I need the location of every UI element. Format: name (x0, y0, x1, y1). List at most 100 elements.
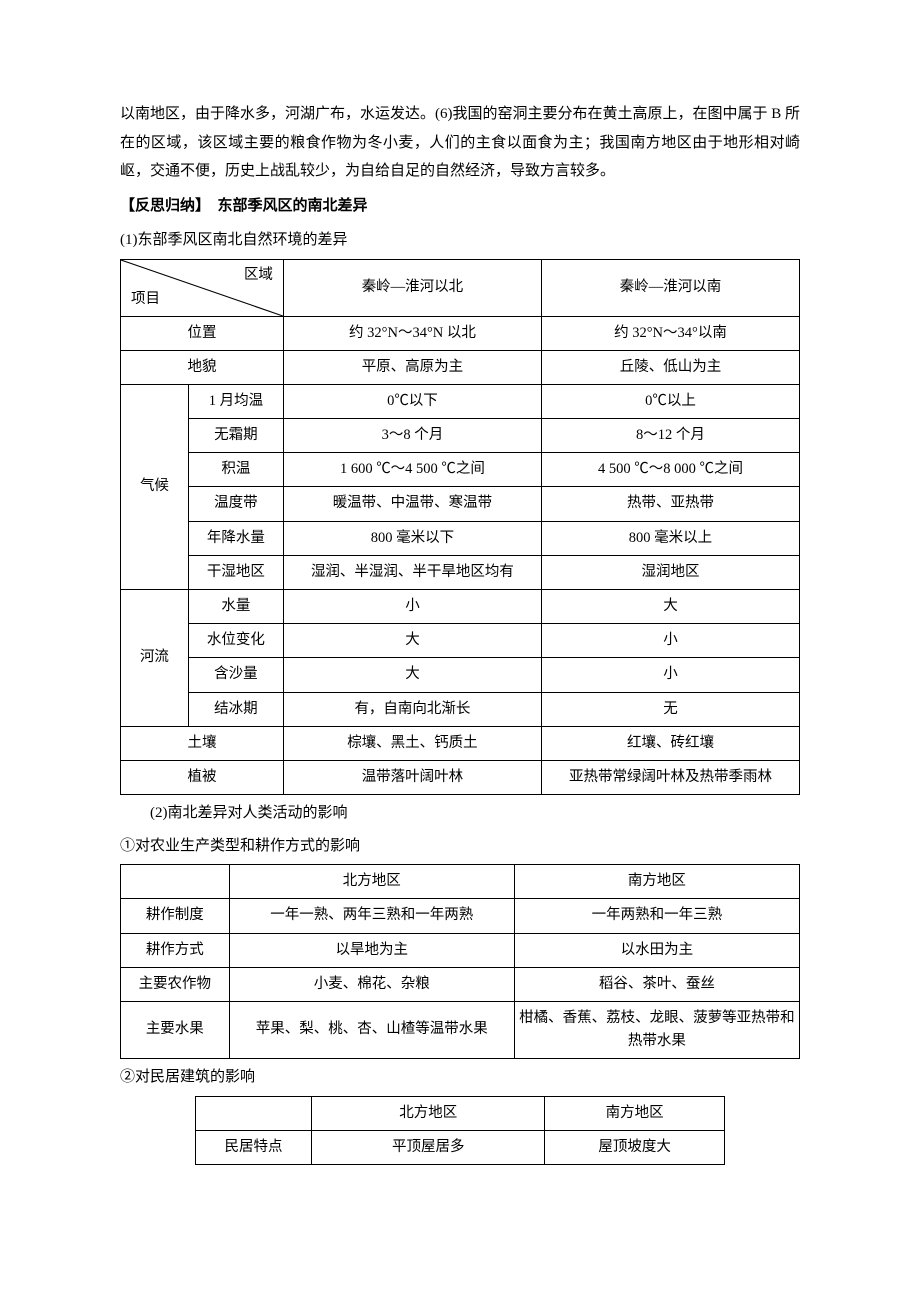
cell: 湿润地区 (541, 555, 799, 589)
cell: 热带、亚热带 (541, 487, 799, 521)
row-label: 植被 (121, 760, 284, 794)
cell: 屋顶坡度大 (545, 1130, 725, 1164)
cell: 温带落叶阔叶林 (283, 760, 541, 794)
table-row: 耕作制度 一年一熟、两年三熟和一年两熟 一年两熟和一年三熟 (121, 899, 800, 933)
cell: 有，自南向北渐长 (283, 692, 541, 726)
sub2: (2)南北差异对人类活动的影响 (120, 799, 800, 828)
col-header-north: 北方地区 (312, 1096, 545, 1130)
table-row: 水位变化 大 小 (121, 624, 800, 658)
table-row: 土壤 棕壤、黑土、钙质土 红壤、砖红壤 (121, 726, 800, 760)
diag-header-top: 区域 (244, 264, 273, 287)
row-label: 主要水果 (121, 1001, 230, 1058)
row-group-label-climate: 气候 (121, 384, 189, 589)
cell: 4 500 ℃～8 000 ℃之间 (541, 453, 799, 487)
row-label: 无霜期 (188, 419, 283, 453)
cell: 平原、高原为主 (283, 350, 541, 384)
table-row: 地貌 平原、高原为主 丘陵、低山为主 (121, 350, 800, 384)
empty-cell (195, 1096, 311, 1130)
diag-header-bottom: 项目 (131, 288, 160, 311)
cell: 丘陵、低山为主 (541, 350, 799, 384)
cell: 稻谷、茶叶、蚕丝 (514, 967, 799, 1001)
row-label: 耕作制度 (121, 899, 230, 933)
table-row: 植被 温带落叶阔叶林 亚热带常绿阔叶林及热带季雨林 (121, 760, 800, 794)
row-label: 年降水量 (188, 521, 283, 555)
cell: 小麦、棉花、杂粮 (229, 967, 514, 1001)
table-row: 河流 水量 小 大 (121, 590, 800, 624)
row-group-label-river: 河流 (121, 590, 189, 727)
cell: 柑橘、香蕉、荔枝、龙眼、菠萝等亚热带和热带水果 (514, 1001, 799, 1058)
cell: 以旱地为主 (229, 933, 514, 967)
diagonal-header-cell: 区域 项目 (121, 259, 284, 316)
table-row: 北方地区 南方地区 (195, 1096, 724, 1130)
cell: 无 (541, 692, 799, 726)
table-agriculture: 北方地区 南方地区 耕作制度 一年一熟、两年三熟和一年两熟 一年两熟和一年三熟 … (120, 864, 800, 1059)
table-natural-differences: 区域 项目 秦岭—淮河以北 秦岭—淮河以南 位置 约 32°N～34°N 以北 … (120, 259, 800, 796)
intro-paragraph: 以南地区，由于降水多，河湖广布，水运发达。(6)我国的窑洞主要分布在黄土高原上，… (120, 100, 800, 186)
section-heading: 【反思归纳】 东部季风区的南北差异 (120, 192, 800, 221)
cell: 0℃以下 (283, 384, 541, 418)
cell: 小 (541, 624, 799, 658)
table-row: 结冰期 有，自南向北渐长 无 (121, 692, 800, 726)
row-label: 含沙量 (188, 658, 283, 692)
page: 以南地区，由于降水多，河湖广布，水运发达。(6)我国的窑洞主要分布在黄土高原上，… (0, 0, 920, 1302)
table-row: 积温 1 600 ℃～4 500 ℃之间 4 500 ℃～8 000 ℃之间 (121, 453, 800, 487)
row-label: 积温 (188, 453, 283, 487)
cell: 约 32°N～34°N 以北 (283, 316, 541, 350)
cell: 0℃以上 (541, 384, 799, 418)
cell: 苹果、梨、桃、杏、山楂等温带水果 (229, 1001, 514, 1058)
sub1: (1)东部季风区南北自然环境的差异 (120, 226, 800, 255)
item2: ②对民居建筑的影响 (120, 1063, 800, 1092)
cell: 8～12 个月 (541, 419, 799, 453)
cell: 大 (541, 590, 799, 624)
table-housing: 北方地区 南方地区 民居特点 平顶屋居多 屋顶坡度大 (195, 1096, 725, 1165)
row-label: 水量 (188, 590, 283, 624)
row-label: 干湿地区 (188, 555, 283, 589)
row-label: 地貌 (121, 350, 284, 384)
cell: 一年两熟和一年三熟 (514, 899, 799, 933)
cell: 以水田为主 (514, 933, 799, 967)
col-header-south: 南方地区 (545, 1096, 725, 1130)
heading-bracket: 【反思归纳】 (120, 198, 210, 214)
col-header-south: 南方地区 (514, 865, 799, 899)
row-label: 民居特点 (195, 1130, 311, 1164)
table-row: 干湿地区 湿润、半湿润、半干旱地区均有 湿润地区 (121, 555, 800, 589)
table-row: 北方地区 南方地区 (121, 865, 800, 899)
cell: 暖温带、中温带、寒温带 (283, 487, 541, 521)
row-label: 耕作方式 (121, 933, 230, 967)
col-header-north: 秦岭—淮河以北 (283, 259, 541, 316)
table-row: 主要农作物 小麦、棉花、杂粮 稻谷、茶叶、蚕丝 (121, 967, 800, 1001)
table-row: 气候 1 月均温 0℃以下 0℃以上 (121, 384, 800, 418)
cell: 800 毫米以下 (283, 521, 541, 555)
cell: 800 毫米以上 (541, 521, 799, 555)
item1: ①对农业生产类型和耕作方式的影响 (120, 832, 800, 861)
cell: 一年一熟、两年三熟和一年两熟 (229, 899, 514, 933)
table-row: 区域 项目 秦岭—淮河以北 秦岭—淮河以南 (121, 259, 800, 316)
table-row: 温度带 暖温带、中温带、寒温带 热带、亚热带 (121, 487, 800, 521)
table-row: 无霜期 3～8 个月 8～12 个月 (121, 419, 800, 453)
table-row: 位置 约 32°N～34°N 以北 约 32°N～34°以南 (121, 316, 800, 350)
row-label: 位置 (121, 316, 284, 350)
cell: 约 32°N～34°以南 (541, 316, 799, 350)
heading-text: 东部季风区的南北差异 (218, 198, 368, 214)
row-label: 1 月均温 (188, 384, 283, 418)
table-row: 耕作方式 以旱地为主 以水田为主 (121, 933, 800, 967)
table-row: 民居特点 平顶屋居多 屋顶坡度大 (195, 1130, 724, 1164)
row-label: 土壤 (121, 726, 284, 760)
cell: 小 (283, 590, 541, 624)
cell: 棕壤、黑土、钙质土 (283, 726, 541, 760)
cell: 大 (283, 624, 541, 658)
row-label: 主要农作物 (121, 967, 230, 1001)
cell: 红壤、砖红壤 (541, 726, 799, 760)
cell: 大 (283, 658, 541, 692)
empty-cell (121, 865, 230, 899)
col-header-north: 北方地区 (229, 865, 514, 899)
cell: 小 (541, 658, 799, 692)
table-row: 年降水量 800 毫米以下 800 毫米以上 (121, 521, 800, 555)
table-row: 主要水果 苹果、梨、桃、杏、山楂等温带水果 柑橘、香蕉、荔枝、龙眼、菠萝等亚热带… (121, 1001, 800, 1058)
cell: 湿润、半湿润、半干旱地区均有 (283, 555, 541, 589)
cell: 平顶屋居多 (312, 1130, 545, 1164)
table-row: 含沙量 大 小 (121, 658, 800, 692)
row-label: 结冰期 (188, 692, 283, 726)
cell: 亚热带常绿阔叶林及热带季雨林 (541, 760, 799, 794)
cell: 1 600 ℃～4 500 ℃之间 (283, 453, 541, 487)
